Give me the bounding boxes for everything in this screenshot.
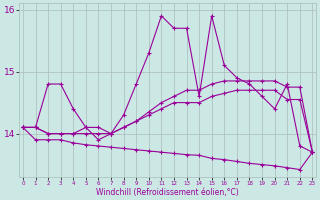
X-axis label: Windchill (Refroidissement éolien,°C): Windchill (Refroidissement éolien,°C) bbox=[96, 188, 239, 197]
